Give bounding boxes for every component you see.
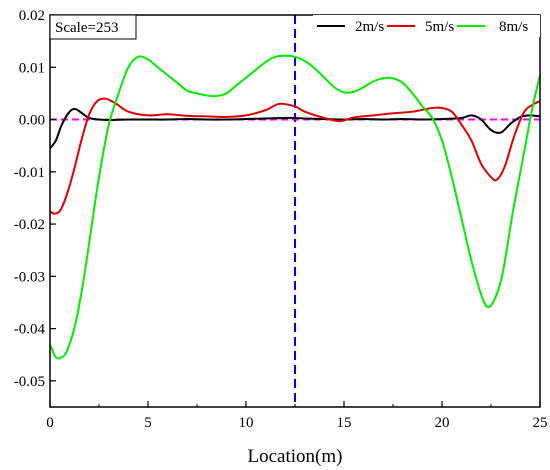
- plot-area: [50, 15, 540, 407]
- x-axis-title: Location(m): [248, 446, 343, 467]
- y-tick-label: -0.03: [14, 269, 45, 285]
- y-tick-label: 0.02: [19, 8, 45, 24]
- y-tick-label: 0.01: [19, 60, 45, 76]
- y-tick-label: -0.02: [14, 217, 45, 233]
- y-tick-label: -0.01: [14, 165, 45, 181]
- legend-background: [313, 15, 540, 37]
- series-line-5ms: [50, 97, 540, 215]
- x-tick-label: 20: [435, 415, 450, 431]
- axis-ticks: 0 5 10 15 20 25 0.02 0.01 0.00 -0.01 -0.02 -0.03 -0.…: [14, 8, 548, 431]
- y-tick-label: -0.05: [14, 374, 45, 390]
- x-tick-label: 0: [46, 415, 54, 431]
- legend: 2m/s 5m/s 8m/s: [313, 15, 540, 37]
- y-tick-label: 0.00: [19, 113, 45, 129]
- annotation-text: Scale=253: [55, 20, 118, 36]
- legend-label: 5m/s: [425, 19, 454, 35]
- x-tick-label: 5: [144, 415, 152, 431]
- annotation-box: [49, 14, 137, 40]
- series-line-8ms: [50, 54, 540, 360]
- legend-label: 8m/s: [499, 19, 528, 35]
- y-tick-label: -0.04: [14, 322, 46, 338]
- x-tick-label: 15: [337, 415, 352, 431]
- scale-annotation: Scale=253: [49, 14, 137, 40]
- x-tick-label: 25: [533, 415, 548, 431]
- legend-label: 2m/s: [355, 19, 384, 35]
- x-tick-label: 10: [239, 415, 254, 431]
